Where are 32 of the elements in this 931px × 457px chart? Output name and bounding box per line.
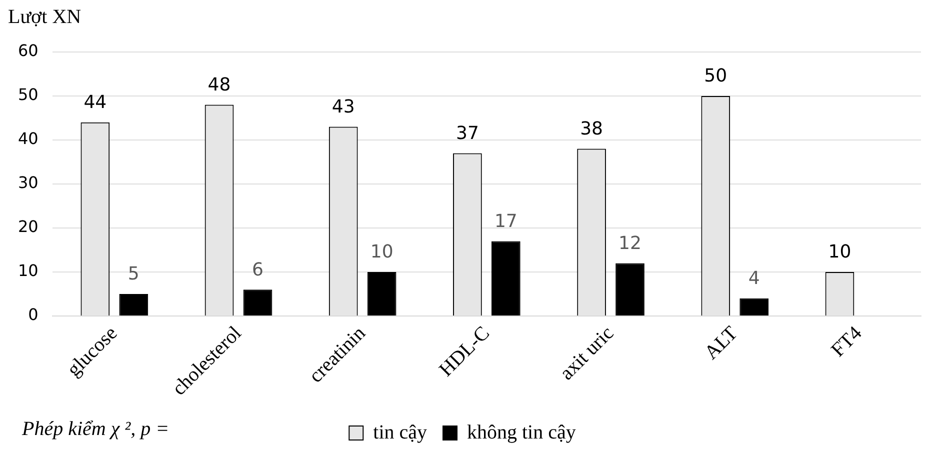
data-label: 10: [370, 242, 394, 263]
bar: [740, 298, 769, 316]
data-label: 4: [748, 268, 760, 290]
data-label: 43: [332, 96, 355, 118]
y-tick-label: 40: [18, 129, 38, 148]
bar: [243, 290, 272, 316]
x-tick-label: FT4: [827, 322, 866, 362]
legend-label: tin cậy: [373, 421, 428, 444]
x-tick-label: axit uric: [556, 322, 618, 384]
data-label: 10: [828, 242, 852, 263]
legend-label: không tin cậy: [467, 421, 576, 444]
data-label: 44: [84, 92, 107, 114]
data-label: 12: [618, 232, 642, 254]
bar: [491, 241, 520, 316]
text: Phép kiểm χ ², p =: [22, 418, 170, 441]
data-label: 6: [252, 259, 264, 280]
data-label: 37: [456, 122, 479, 144]
y-tick-label: 30: [18, 173, 38, 192]
y-tick-label: 20: [18, 217, 38, 236]
y-tick-label: 50: [18, 85, 38, 104]
bar: [119, 294, 148, 316]
y-tick-label: 60: [18, 41, 38, 60]
y-axis-title: Lượt XN: [8, 6, 82, 29]
data-label: 17: [494, 210, 518, 232]
y-tick-label: 0: [28, 305, 38, 324]
y-tick-label: 10: [18, 261, 38, 280]
data-label: 50: [704, 66, 728, 87]
bar: [616, 263, 644, 316]
data-label: 5: [128, 264, 140, 285]
data-label: 38: [580, 118, 603, 140]
data-label: 48: [208, 74, 231, 96]
bar: [367, 272, 396, 316]
